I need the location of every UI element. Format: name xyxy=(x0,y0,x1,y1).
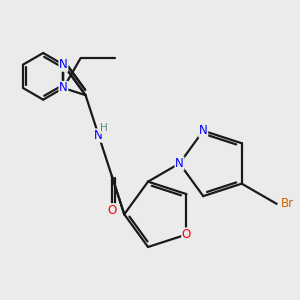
Text: N: N xyxy=(175,157,184,170)
Text: H: H xyxy=(100,123,107,133)
Text: Br: Br xyxy=(281,197,294,210)
Text: O: O xyxy=(182,228,191,241)
Text: N: N xyxy=(94,129,103,142)
Text: N: N xyxy=(59,82,68,94)
Text: N: N xyxy=(199,124,208,137)
Text: N: N xyxy=(59,58,68,71)
Text: O: O xyxy=(107,204,116,217)
